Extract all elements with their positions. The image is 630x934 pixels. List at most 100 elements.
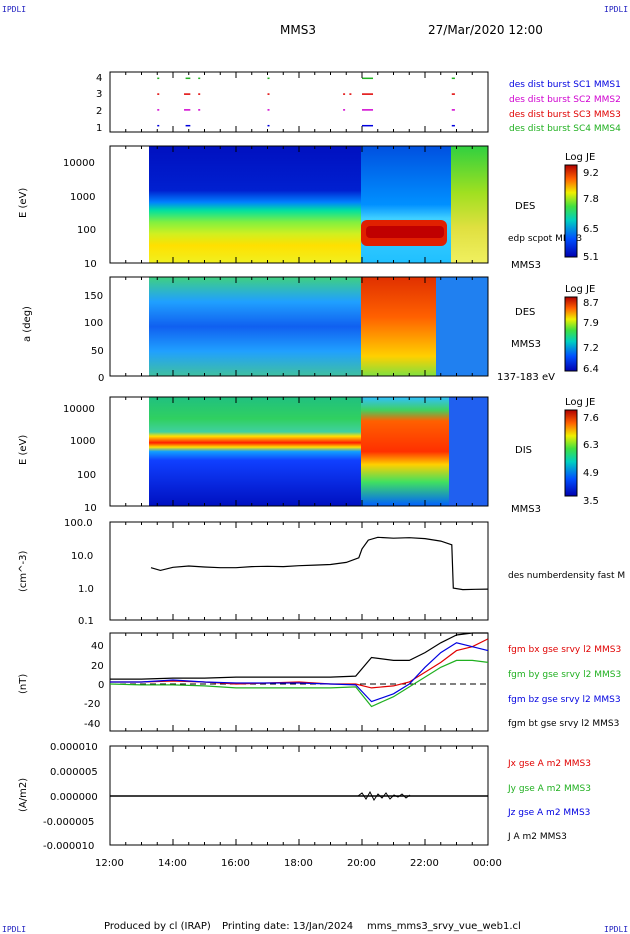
xtick-2000: 20:00: [347, 858, 376, 869]
bfield-legend-bx: fgm bx gse srvy l2 MMS3: [508, 645, 621, 655]
des-energy-scpot-label: edp scpot MMS3: [508, 234, 582, 244]
dis-energy-spectrogram-hot: [361, 397, 449, 506]
des-energy-ytick-10000: 10000: [63, 158, 95, 169]
des-energy-colorbar: [564, 164, 578, 258]
des-energy-cbar-tick-4: 5.1: [583, 252, 599, 263]
des-pitch-ytick-150: 150: [84, 291, 103, 302]
des-energy-spectrogram: [149, 146, 361, 263]
dis-energy-spectrogram-end: [449, 397, 488, 506]
dis-energy-label: DIS: [515, 445, 532, 456]
dis-energy-cbar-tick-2: 6.3: [583, 440, 599, 451]
des-energy-ylabel: E (eV): [18, 188, 29, 218]
des-energy-cbar-tick-2: 7.8: [583, 194, 599, 205]
density-legend: des numberdensity fast M: [508, 571, 625, 581]
des-pitch-ytick-50: 50: [91, 346, 104, 357]
footer-produced-by: Produced by cl (IRAP): [104, 921, 211, 932]
burst-ytick-4: 4: [96, 73, 102, 84]
bfield-line: [110, 642, 489, 703]
xtick-2200: 22:00: [410, 858, 439, 869]
current-burst-trace: [357, 790, 411, 801]
corner-label-top-left: IPDLI: [2, 5, 26, 14]
bfield-legend-bt: fgm bt gse srvy l2 MMS3: [508, 719, 619, 729]
des-pitch-cbar-tick-2: 7.9: [583, 318, 599, 329]
dis-energy-spectrogram: [149, 397, 361, 506]
des-pitch-cbar-tick-4: 6.4: [583, 364, 599, 375]
density-ytick-0.1: 0.1: [78, 616, 94, 627]
des-energy-cbar-tick-3: 6.5: [583, 224, 599, 235]
des-pitch-energy-label: 137-183 eV: [497, 372, 555, 383]
dis-energy-ytick-1000: 1000: [70, 436, 95, 447]
des-pitch-cbar-title: Log JE: [565, 284, 595, 295]
des-pitch-panel: a (deg) 150 100 50 0 DES MMS3 137-183 eV…: [22, 276, 599, 384]
current-ytick-0: 0.000000: [50, 792, 98, 803]
corner-label-bottom-right: IPDLI: [604, 925, 628, 934]
spacecraft-title: MMS3: [280, 23, 316, 37]
des-pitch-ytick-0: 0: [98, 373, 104, 384]
des-pitch-spectrogram: [149, 277, 361, 376]
bfield-line: [109, 659, 489, 708]
dis-energy-cbar-tick-1: 7.6: [583, 413, 599, 424]
burst-legend-sc2: des dist burst SC2 MMS2: [509, 95, 621, 105]
burst-panel: 4 3 2 1 des dist burst SC1 MMS1 des dist…: [96, 71, 621, 134]
xtick-1600: 16:00: [221, 858, 250, 869]
dis-energy-ytick-10: 10: [84, 503, 97, 514]
datetime-title: 27/Mar/2020 12:00: [428, 23, 543, 37]
current-ytick-5e-6: 0.000005: [50, 767, 98, 778]
density-panel: (cm^-3) 100.0 10.0 1.0 0.1 des numberden…: [18, 518, 625, 627]
burst-ytick-2: 2: [96, 106, 102, 117]
des-energy-ytick-10: 10: [84, 259, 97, 270]
des-energy-panel: E (eV) 10000 1000 100 10 DES edp scpot M…: [18, 145, 599, 271]
des-pitch-cbar-tick-3: 7.2: [583, 343, 599, 354]
des-pitch-colorbar: [564, 296, 578, 372]
des-pitch-label: DES: [515, 307, 535, 318]
des-energy-ytick-100: 100: [77, 225, 96, 236]
bfield-ytick-n40: -40: [84, 719, 100, 730]
current-legend-jx: Jx gse A m2 MMS3: [507, 759, 591, 769]
burst-marks: [157, 77, 455, 127]
des-energy-hot-core: [366, 226, 444, 238]
current-ytick-n5e-6: -0.000005: [43, 817, 94, 828]
density-ylabel: (cm^-3): [18, 551, 29, 592]
bfield-ytick-n20: -20: [84, 699, 100, 710]
des-energy-mms-label: MMS3: [511, 260, 541, 271]
burst-legend-sc3: des dist burst SC3 MMS3: [509, 110, 621, 120]
density-ytick-1: 1.0: [78, 584, 94, 595]
des-energy-cbar-title: Log JE: [565, 152, 595, 163]
corner-label-bottom-left: IPDLI: [2, 925, 26, 934]
bfield-panel: (nT) 40 20 0 -20 -40 fgm bx gse srvy l2 …: [18, 632, 621, 732]
current-ytick-1e-5: 0.000010: [50, 742, 98, 753]
current-ytick-n1e-5: -0.000010: [43, 841, 94, 852]
corner-label-top-right: IPDLI: [604, 5, 628, 14]
bfield-legend-bz: fgm bz gse srvy l2 MMS3: [508, 695, 621, 705]
density-ytick-100: 100.0: [64, 518, 93, 529]
des-pitch-ylabel: a (deg): [22, 306, 33, 342]
des-pitch-spectrogram-end: [436, 277, 488, 376]
density-ytick-10: 10.0: [71, 551, 93, 562]
xtick-1400: 14:00: [158, 858, 187, 869]
burst-legend-sc1: des dist burst SC1 MMS1: [509, 80, 621, 90]
des-energy-ytick-1000: 1000: [70, 192, 95, 203]
xtick-0000: 00:00: [473, 858, 502, 869]
bfield-line: [110, 632, 488, 680]
footer-filename: mms_mms3_srvy_vue_web1.cl: [367, 921, 521, 932]
bfield-ytick-0: 0: [98, 680, 104, 691]
des-pitch-spectrogram-hot: [361, 277, 436, 376]
dis-energy-ylabel: E (eV): [18, 435, 29, 465]
current-legend-jy: Jy gse A m2 MMS3: [507, 784, 591, 794]
bfield-legend-by: fgm by gse srvy l2 MMS3: [508, 670, 621, 680]
dis-energy-cbar-tick-4: 3.5: [583, 496, 599, 507]
xtick-1800: 18:00: [284, 858, 313, 869]
burst-legend-sc4: des dist burst SC4 MMS4: [509, 124, 621, 134]
dis-energy-cbar-title: Log JE: [565, 397, 595, 408]
des-pitch-ytick-100: 100: [84, 318, 103, 329]
des-energy-cbar-tick-1: 9.2: [583, 168, 599, 179]
xtick-1200: 12:00: [95, 858, 124, 869]
des-pitch-cbar-tick-1: 8.7: [583, 298, 599, 309]
dis-energy-ytick-10000: 10000: [63, 404, 95, 415]
dis-energy-mms-label: MMS3: [511, 504, 541, 515]
bfield-ytick-20: 20: [91, 661, 104, 672]
density-frame: [109, 521, 489, 621]
des-energy-spectrogram-end: [451, 146, 488, 263]
dis-energy-panel: E (eV) 10000 1000 100 10 DIS MMS3 Log JE…: [18, 396, 599, 515]
